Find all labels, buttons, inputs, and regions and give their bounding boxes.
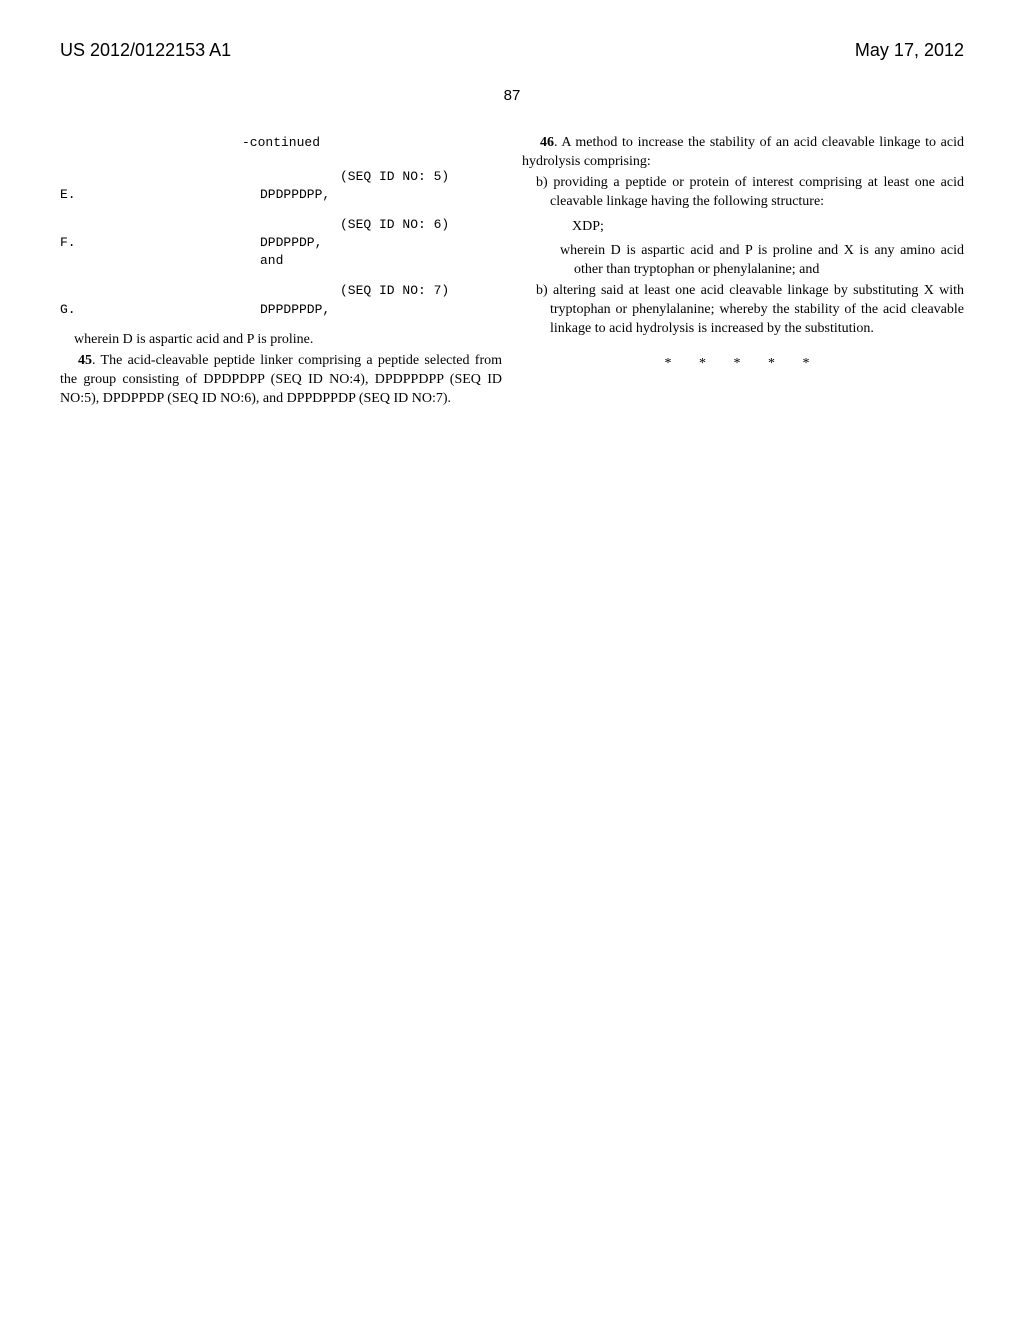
xdp-structure: XDP; [522, 218, 964, 237]
claim-45: 45. The acid-cleavable peptide linker co… [60, 352, 502, 409]
page-header: US 2012/0122153 A1 May 17, 2012 [0, 0, 1024, 67]
page-number: 87 [0, 87, 1024, 104]
claim-46-number: 46 [540, 135, 554, 150]
publication-number: US 2012/0122153 A1 [60, 40, 231, 61]
seq-id-f: (SEQ ID NO: 6) [60, 216, 502, 234]
claim-46-step-b1: b) providing a peptide or protein of int… [522, 174, 964, 212]
right-column: 46. A method to increase the stability o… [522, 134, 964, 410]
seq-letter-f: F. [60, 234, 260, 252]
claim-45-number: 45 [78, 353, 92, 368]
left-column: -continued (SEQ ID NO: 5)E.DPDPPDPP, (SE… [60, 134, 502, 410]
seq-letter-e: E. [60, 186, 260, 204]
continued-label: -continued [60, 134, 502, 152]
seq-id-g: (SEQ ID NO: 7) [60, 282, 502, 300]
end-marks: * * * * * [522, 355, 964, 374]
sequence-f: (SEQ ID NO: 6)F.DPDPPDP, and [60, 216, 502, 271]
wherein-text: wherein D is aspartic acid and P is prol… [60, 331, 502, 350]
seq-value-e: DPDPPDPP, [260, 187, 330, 202]
seq-value-f: DPDPPDP, [260, 235, 322, 250]
seq-letter-g: G. [60, 301, 260, 319]
content-area: -continued (SEQ ID NO: 5)E.DPDPPDPP, (SE… [0, 134, 1024, 410]
sequence-e: (SEQ ID NO: 5)E.DPDPPDPP, [60, 168, 502, 204]
sequence-g: (SEQ ID NO: 7)G.DPPDPPDP, [60, 282, 502, 318]
publication-date: May 17, 2012 [855, 40, 964, 61]
claim-46-step-b2: b) altering said at least one acid cleav… [522, 282, 964, 339]
claim-46-intro: 46. A method to increase the stability o… [522, 134, 964, 172]
claim-46-wherein: wherein D is aspartic acid and P is prol… [522, 242, 964, 280]
seq-id-e: (SEQ ID NO: 5) [60, 168, 502, 186]
seq-and-f: and [60, 252, 502, 270]
seq-value-g: DPPDPPDP, [260, 302, 330, 317]
